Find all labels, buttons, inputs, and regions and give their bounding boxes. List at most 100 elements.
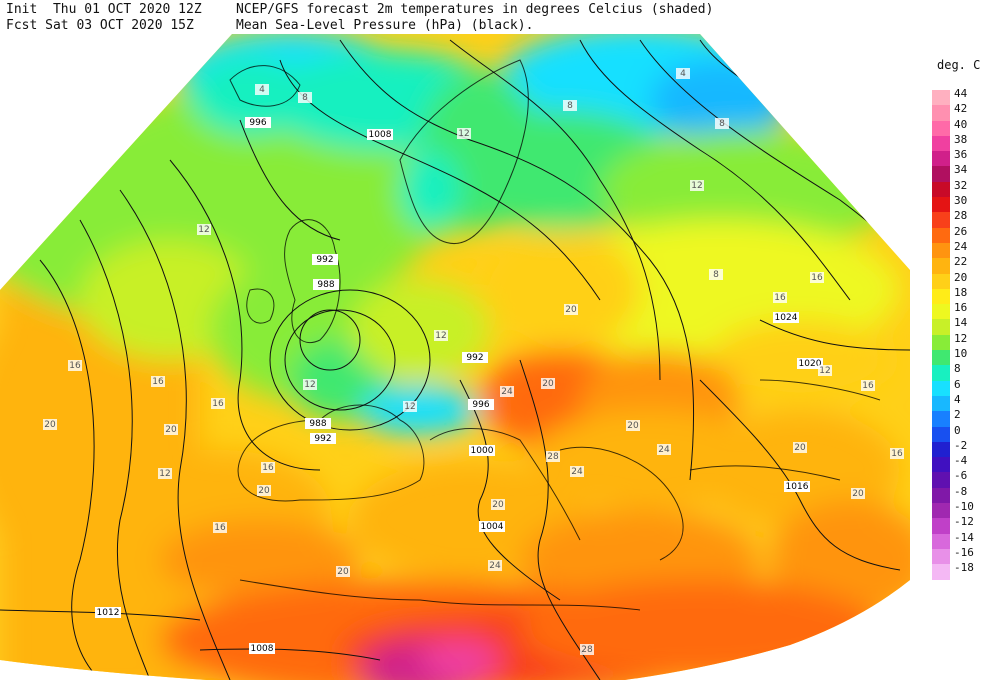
temperature-label-bg [43, 419, 57, 430]
legend-swatch [932, 212, 950, 228]
temperature-label: 24 [501, 387, 513, 397]
temperature-label-bg [690, 180, 704, 191]
coastlines [229, 59, 881, 611]
temperature-label-bg [773, 292, 787, 303]
legend-swatch [932, 181, 950, 198]
temperature-label-bg [890, 448, 904, 459]
legend-swatch [932, 472, 950, 488]
legend-swatch [932, 395, 950, 412]
pressure-label-bg [773, 312, 799, 323]
temperature-label-bg [793, 442, 807, 453]
legend-label: 30 [954, 194, 968, 208]
temperature-label-bg [851, 488, 865, 499]
temperature-label: 24 [489, 561, 501, 571]
legend-label: 24 [954, 239, 968, 253]
temperature-label-bg [715, 118, 729, 129]
temperature-label: 12 [159, 469, 170, 479]
temperature-label: 16 [69, 361, 81, 371]
temperature-label: 12 [404, 402, 415, 412]
legend-swatch [932, 334, 950, 351]
temperature-label-bg [500, 386, 514, 397]
pressure-label-bg [784, 481, 810, 492]
temperature-label-bg [197, 224, 211, 235]
legend-swatch [932, 120, 950, 136]
temperature-label-bg [676, 68, 690, 79]
legend-swatch [932, 319, 950, 335]
temperature-label: 16 [212, 399, 224, 409]
legend-label: 18 [954, 285, 968, 299]
pressure-label-bg [468, 399, 494, 410]
legend-label: 22 [954, 255, 968, 269]
legend-title: deg. C [937, 58, 981, 72]
pressure-label: 996 [249, 118, 266, 128]
temperature-label: 20 [627, 421, 639, 431]
pressure-label: 1012 [97, 608, 120, 618]
legend-swatch [932, 304, 950, 320]
legend-swatch [932, 503, 950, 519]
temperature-label-bg [491, 499, 505, 510]
temperature-label-bg [434, 330, 448, 341]
pressure-label: 1016 [786, 482, 809, 492]
temperature-label-bg [158, 468, 172, 479]
temperature-label: 20 [565, 305, 577, 315]
map-subtitle-text: Mean Sea-Level Pressure (hPa) (black). [236, 18, 534, 33]
legend-label: 12 [954, 331, 968, 345]
legend-swatch [932, 380, 950, 396]
legend-label: 32 [954, 178, 968, 192]
header-init-forecast: Init Thu 01 OCT 2020 12Z Fcst Sat 03 OCT … [6, 2, 202, 34]
temperature-label-bg [564, 304, 578, 315]
legend-swatch [932, 273, 950, 289]
pressure-label-bg [469, 445, 495, 456]
legend-label: 36 [954, 148, 968, 162]
pressure-label: 1004 [481, 522, 504, 532]
temperature-label: 20 [44, 420, 56, 430]
temperature-label: 28 [547, 452, 559, 462]
temperature-label: 4 [259, 85, 265, 95]
legend-label: -2 [954, 438, 968, 452]
legend-swatch [932, 518, 950, 534]
temperature-label-bg [709, 269, 723, 280]
pressure-label-bg [313, 279, 339, 290]
temperature-label-bg [151, 376, 165, 387]
legend-swatch [932, 197, 950, 213]
temperature-label: 12 [435, 331, 446, 341]
temperature-label: 20 [337, 567, 349, 577]
temperature-label: 20 [852, 489, 864, 499]
legend-label: 28 [954, 209, 968, 223]
temperature-label: 16 [891, 449, 903, 459]
temperature-label: 20 [794, 443, 806, 453]
temperature-label: 12 [819, 366, 830, 376]
legend-label: -8 [954, 484, 968, 498]
legend-swatch [932, 548, 950, 565]
legend-label: 44 [954, 87, 968, 100]
pressure-label: 992 [466, 353, 483, 363]
pressure-label-bg [249, 643, 275, 654]
legend-swatch [932, 487, 950, 504]
pressure-label: 1024 [775, 313, 798, 323]
pressure-label: 1008 [251, 644, 274, 654]
legend-swatch [932, 288, 950, 305]
map-title-text: NCEP/GFS forecast 2m temperatures in deg… [236, 2, 714, 17]
temperature-label: 28 [581, 645, 593, 655]
legend-label: 6 [954, 377, 961, 391]
legend-label: -16 [954, 545, 974, 559]
map-contour-labels: 996 1008 992 988 988 992 992 996 1000 1004 1012 100… [43, 68, 904, 655]
pressure-label: 1000 [471, 446, 494, 456]
pressure-label: 992 [316, 255, 333, 265]
legend-swatch [932, 258, 950, 274]
pressure-label: 992 [314, 434, 331, 444]
temperature-label: 8 [302, 93, 308, 103]
temperature-label-bg [488, 560, 502, 571]
legend-label: 14 [954, 316, 968, 330]
temperature-label: 16 [152, 377, 164, 387]
legend-labels: 44 42 40 38 36 34 32 30 28 26 24 22 20 18 16 14 12 10 8 6 4 2… [954, 86, 974, 576]
temperature-label: 12 [691, 181, 702, 191]
legend-label: 38 [954, 132, 968, 146]
legend-label: 16 [954, 301, 968, 315]
temperature-label: 12 [304, 380, 315, 390]
temperature-label: 20 [492, 500, 504, 510]
pressure-label-bg [310, 433, 336, 444]
legend-label: 10 [954, 347, 968, 361]
